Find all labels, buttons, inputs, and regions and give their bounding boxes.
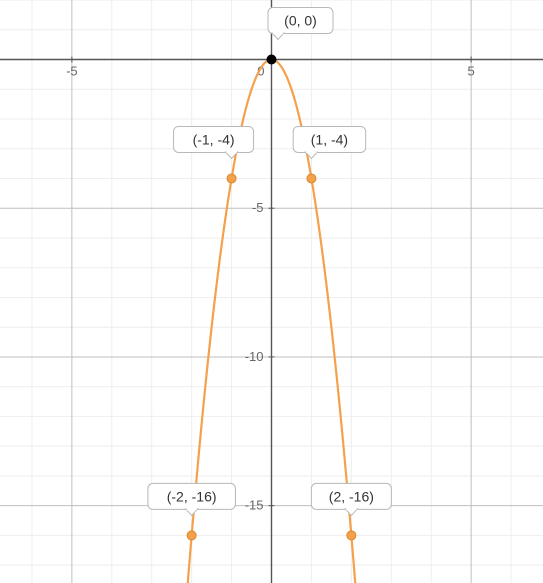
y-axis-label: -15: [245, 498, 264, 513]
point-label-arrow-join: [226, 151, 236, 153]
x-axis-label: -5: [66, 63, 78, 78]
point-label-arrow-join: [346, 508, 356, 510]
point-label-text: (-1, -4): [193, 131, 235, 147]
point-label-text: (2, -16): [329, 488, 374, 504]
parabola-chart: -55-5-10-150(0, 0)(-1, -4)(1, -4)(-2, -1…: [0, 0, 543, 583]
point-label-arrow-join: [306, 151, 316, 153]
data-point: [267, 55, 276, 64]
y-axis-label: -10: [245, 349, 264, 364]
point-label-arrow-join: [186, 508, 196, 510]
chart-container: -55-5-10-150(0, 0)(-1, -4)(1, -4)(-2, -1…: [0, 0, 543, 583]
point-label-text: (-2, -16): [167, 488, 217, 504]
data-point: [227, 174, 236, 183]
x-axis-label: 5: [468, 63, 475, 78]
point-label-text: (1, -4): [311, 131, 348, 147]
y-axis-label: -5: [252, 200, 264, 215]
point-label-text: (0, 0): [284, 12, 317, 28]
data-point: [307, 174, 316, 183]
point-label-arrow-join: [273, 32, 283, 34]
data-point: [187, 531, 196, 540]
data-point: [347, 531, 356, 540]
